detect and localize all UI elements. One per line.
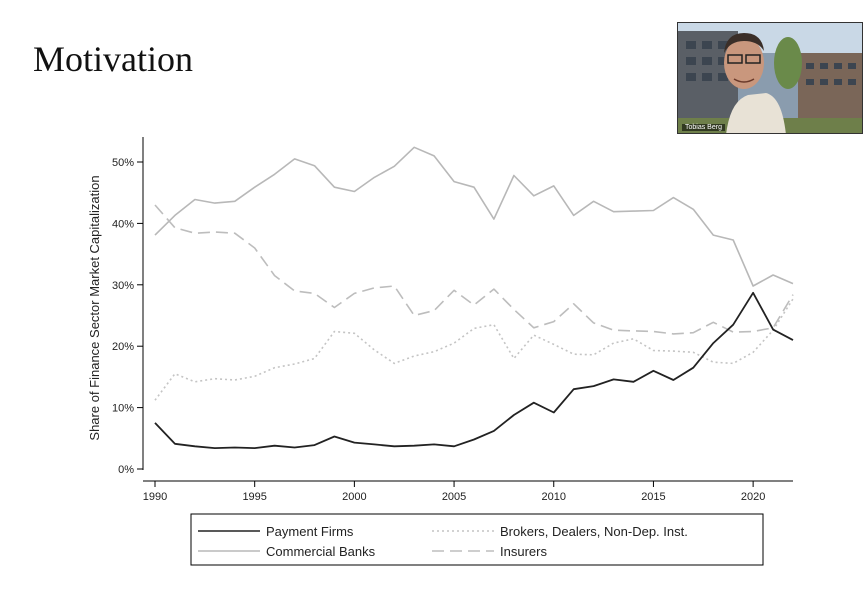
legend-entry-payment-firms: Payment Firms	[198, 524, 354, 539]
y-tick-label: 40%	[112, 218, 134, 230]
series-line-brokers-dealers-non-dep-inst	[154, 298, 794, 401]
series-line-commercial-banks	[154, 146, 794, 287]
series-line-payment-firms	[154, 291, 794, 450]
x-axis-ticks: 1990 1995 2000 2005 2010 2015 2020	[143, 481, 765, 503]
x-tick-label: 1995	[242, 491, 266, 503]
y-tick-label: 0%	[118, 464, 134, 476]
legend: Payment Firms Brokers, Dealers, Non-Dep.…	[190, 513, 764, 566]
legend-label-commercial-banks: Commercial Banks	[266, 544, 376, 559]
y-tick-label: 20%	[112, 341, 134, 353]
slide-title: Motivation	[33, 39, 193, 79]
x-tick-label: 2020	[741, 491, 765, 503]
series-lines	[154, 146, 794, 450]
x-tick-label: 1990	[143, 491, 167, 503]
y-tick-label: 50%	[112, 157, 134, 169]
legend-label-payment-firms: Payment Firms	[266, 524, 354, 539]
x-tick-label: 2000	[342, 491, 366, 503]
x-tick-label: 2015	[641, 491, 665, 503]
video-feed-image	[678, 23, 862, 133]
video-thumbnail[interactable]: Tobias Berg	[677, 22, 863, 134]
legend-entry-commercial-banks: Commercial Banks	[198, 544, 376, 559]
series-line-insurers	[154, 204, 794, 335]
legend-entry-insurers: Insurers	[432, 544, 547, 559]
legend-label-brokers: Brokers, Dealers, Non-Dep. Inst.	[500, 524, 688, 539]
legend-entry-brokers: Brokers, Dealers, Non-Dep. Inst.	[432, 524, 688, 539]
y-tick-label: 10%	[112, 403, 134, 415]
participant-name: Tobias Berg	[682, 124, 725, 131]
legend-box	[190, 513, 764, 566]
y-axis-ticks: 0% 10% 20% 30% 40% 50%	[112, 157, 143, 476]
x-tick-label: 2005	[442, 491, 466, 503]
legend-label-insurers: Insurers	[500, 544, 547, 559]
x-tick-label: 2010	[542, 491, 566, 503]
y-tick-label: 30%	[112, 280, 134, 292]
y-axis-label: Share of Finance Sector Market Capitaliz…	[87, 175, 102, 440]
